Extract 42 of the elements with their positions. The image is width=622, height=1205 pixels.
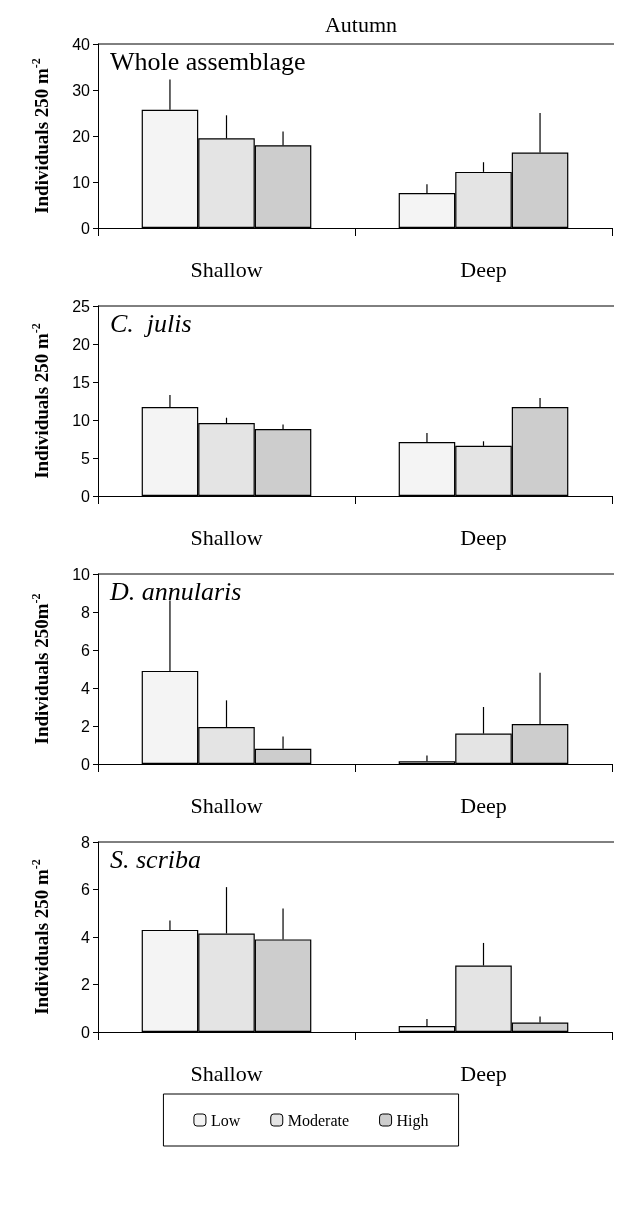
x-tick-label: Deep [460,792,507,818]
legend-label: High [396,1111,429,1130]
y-axis-title: Individuals 250m-2 [29,593,52,745]
x-tick-label: Deep [460,1060,507,1086]
x-tick-label: Shallow [190,1060,263,1086]
x-tick-label: Shallow [190,792,263,818]
y-tick-label: 15 [72,373,91,391]
y-tick-label: 10 [72,411,91,429]
y-tick-label: 4 [81,928,91,946]
y-tick-label: 2 [81,976,91,993]
y-axis-title: Individuals 250 m-2 [29,859,52,1015]
x-tick-label: Shallow [190,256,263,282]
annotation: S. scriba [110,844,201,874]
y-tick-label: 25 [72,297,91,315]
y-tick-label: 20 [72,335,91,353]
x-tick-label: Shallow [190,524,263,550]
legend-label: Low [210,1111,241,1129]
y-tick-label: 0 [81,487,91,505]
y-tick-label: 6 [81,641,91,659]
y-tick-label: 6 [81,881,91,898]
legend-label: Moderate [287,1111,350,1129]
y-tick-label: 20 [72,127,91,145]
x-tick-label: Deep [460,256,507,282]
annotation: C. julis [110,308,192,338]
y-axis-title: Individuals 250 m-2 [29,323,52,479]
y-tick-label: 10 [72,173,91,191]
y-tick-label: 30 [72,81,91,99]
y-tick-label: 0 [81,219,91,237]
y-tick-label: 0 [81,1023,91,1041]
y-axis-title: Individuals 250 m-2 [29,58,52,214]
y-tick-label: 10 [72,565,91,583]
y-tick-label: 4 [81,679,91,697]
y-tick-label: 2 [81,717,91,735]
y-tick-label: 8 [81,833,91,851]
annotation: D. annularis [109,576,242,606]
x-tick-label: Deep [460,524,507,550]
annotation: Whole assemblage [110,46,306,76]
y-tick-label: 40 [72,35,91,53]
y-tick-label: 5 [81,449,91,467]
y-tick-label: 0 [81,755,91,773]
chart-title: Autumn [324,11,398,37]
y-tick-label: 8 [81,603,91,621]
